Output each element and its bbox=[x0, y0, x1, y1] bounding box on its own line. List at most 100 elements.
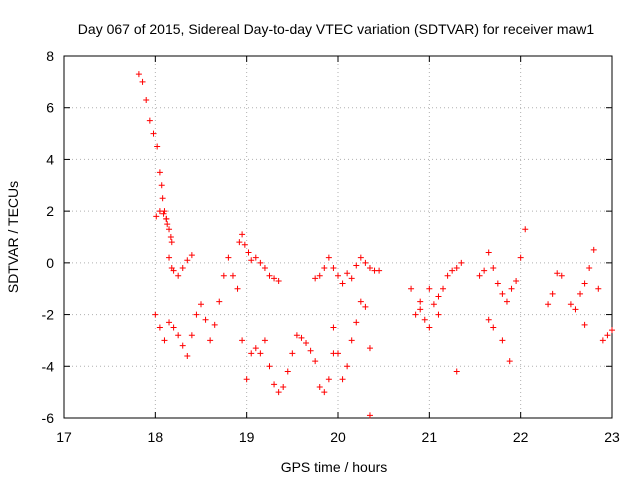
data-point bbox=[135, 71, 142, 78]
data-point bbox=[458, 259, 465, 266]
data-point bbox=[293, 332, 300, 339]
data-point bbox=[241, 241, 248, 248]
data-point bbox=[216, 298, 223, 305]
y-tick-label: -6 bbox=[42, 410, 55, 426]
data-point bbox=[170, 267, 177, 274]
data-point bbox=[156, 169, 163, 176]
data-point bbox=[453, 368, 460, 375]
data-point bbox=[275, 389, 282, 396]
data-point bbox=[595, 285, 602, 292]
data-point bbox=[271, 275, 278, 282]
x-tick-label: 17 bbox=[56, 429, 72, 445]
data-point bbox=[312, 358, 319, 365]
data-point bbox=[248, 257, 255, 264]
data-point bbox=[261, 337, 268, 344]
data-point bbox=[335, 272, 341, 279]
data-point bbox=[376, 267, 383, 274]
data-point bbox=[170, 324, 177, 331]
data-point bbox=[211, 321, 218, 328]
data-point bbox=[164, 221, 171, 228]
data-point bbox=[188, 332, 195, 339]
data-point bbox=[366, 345, 373, 352]
data-point bbox=[184, 352, 191, 359]
data-point bbox=[252, 254, 259, 261]
data-point bbox=[248, 350, 255, 357]
data-point bbox=[506, 358, 513, 365]
data-point bbox=[417, 298, 424, 305]
data-point bbox=[440, 285, 447, 292]
data-point bbox=[325, 254, 332, 261]
data-point bbox=[168, 239, 175, 246]
data-point bbox=[257, 259, 264, 266]
data-point bbox=[453, 265, 460, 272]
chart-title: Day 067 of 2015, Sidereal Day-to-day VTE… bbox=[78, 21, 595, 37]
data-point bbox=[545, 301, 552, 308]
data-point bbox=[499, 337, 506, 344]
data-point bbox=[179, 342, 186, 349]
y-axis-label: SDTVAR / TECUs bbox=[5, 181, 21, 293]
data-point bbox=[558, 272, 565, 279]
data-point bbox=[577, 290, 584, 297]
x-tick-label: 19 bbox=[239, 429, 255, 445]
data-point bbox=[567, 301, 574, 308]
data-point bbox=[339, 376, 346, 383]
data-point bbox=[198, 301, 204, 308]
data-point bbox=[426, 285, 433, 292]
data-point bbox=[229, 272, 236, 279]
data-point bbox=[316, 272, 323, 279]
data-point bbox=[179, 265, 186, 272]
data-point bbox=[321, 265, 328, 272]
x-tick-label: 23 bbox=[604, 429, 620, 445]
data-point bbox=[590, 246, 597, 253]
y-tick-label: -4 bbox=[42, 358, 55, 374]
data-point bbox=[499, 290, 506, 297]
data-point bbox=[335, 350, 341, 357]
data-point bbox=[344, 270, 351, 277]
data-point bbox=[156, 208, 163, 215]
data-point bbox=[554, 270, 561, 277]
y-tick-label: 6 bbox=[46, 100, 54, 116]
data-point bbox=[408, 285, 415, 292]
data-point bbox=[430, 301, 437, 308]
data-point bbox=[266, 272, 273, 279]
data-point bbox=[220, 272, 227, 279]
data-point bbox=[303, 340, 310, 347]
data-point bbox=[312, 275, 319, 282]
data-point bbox=[581, 280, 588, 287]
data-point bbox=[517, 254, 524, 261]
data-point bbox=[252, 345, 259, 352]
y-tick-label: 2 bbox=[46, 203, 54, 219]
data-point bbox=[243, 376, 250, 383]
data-point bbox=[513, 277, 520, 284]
data-point bbox=[139, 78, 146, 85]
data-point bbox=[581, 321, 588, 328]
data-point bbox=[435, 293, 442, 300]
data-point bbox=[166, 226, 173, 233]
data-point bbox=[175, 332, 182, 339]
data-point bbox=[572, 306, 579, 313]
data-point bbox=[604, 332, 611, 339]
data-point bbox=[549, 290, 556, 297]
data-point bbox=[175, 272, 182, 279]
data-point bbox=[353, 319, 360, 326]
data-point bbox=[426, 324, 433, 331]
data-point bbox=[330, 265, 337, 272]
data-point bbox=[239, 337, 246, 344]
data-point bbox=[339, 280, 346, 287]
data-point bbox=[163, 215, 170, 222]
y-tick-label: 8 bbox=[46, 48, 54, 64]
data-point bbox=[348, 275, 355, 282]
data-point bbox=[159, 195, 166, 202]
data-point bbox=[188, 252, 195, 259]
data-point bbox=[160, 210, 167, 217]
data-point bbox=[485, 316, 492, 323]
data-point bbox=[245, 249, 252, 256]
data-point bbox=[236, 239, 243, 246]
data-point bbox=[366, 265, 373, 272]
data-point bbox=[476, 272, 483, 279]
data-point bbox=[153, 213, 160, 220]
data-point bbox=[503, 298, 510, 305]
data-point bbox=[284, 368, 291, 375]
data-point bbox=[586, 265, 593, 272]
